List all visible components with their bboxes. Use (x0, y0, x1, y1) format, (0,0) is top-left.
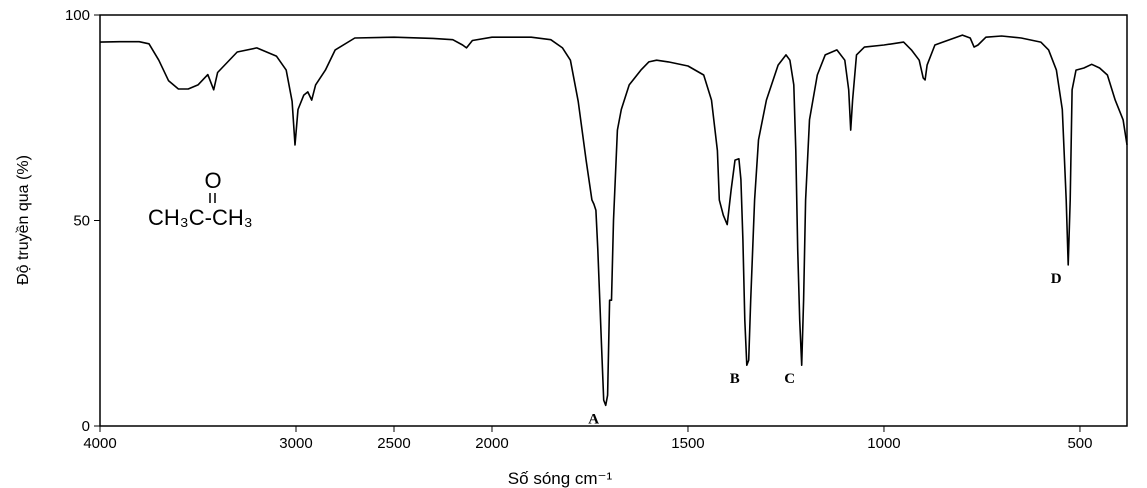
structure-formula: CH₃C-CH₃ (148, 205, 253, 230)
peak-label: B (730, 371, 740, 387)
peak-label: D (1051, 271, 1062, 287)
y-tick-label: 0 (82, 418, 90, 435)
spectrum-line (99, 34, 1128, 407)
x-tick-label: 3000 (279, 435, 312, 452)
x-tick-label: 500 (1067, 435, 1092, 452)
x-tick-label: 2000 (475, 435, 508, 452)
x-tick-label: 2500 (377, 435, 410, 452)
x-tick-label: 4000 (83, 435, 116, 452)
x-axis-label: Số sóng cm⁻¹ (508, 469, 613, 488)
structure-oxygen: O (204, 168, 221, 193)
x-tick-label: 1500 (671, 435, 704, 452)
x-tick-label: 1000 (867, 435, 900, 452)
peak-label: C (784, 371, 795, 387)
y-tick-label: 100 (65, 7, 90, 24)
peak-label: A (588, 411, 599, 427)
y-tick-label: 50 (73, 213, 90, 230)
y-axis-label: Độ truyền qua (%) (15, 155, 32, 285)
